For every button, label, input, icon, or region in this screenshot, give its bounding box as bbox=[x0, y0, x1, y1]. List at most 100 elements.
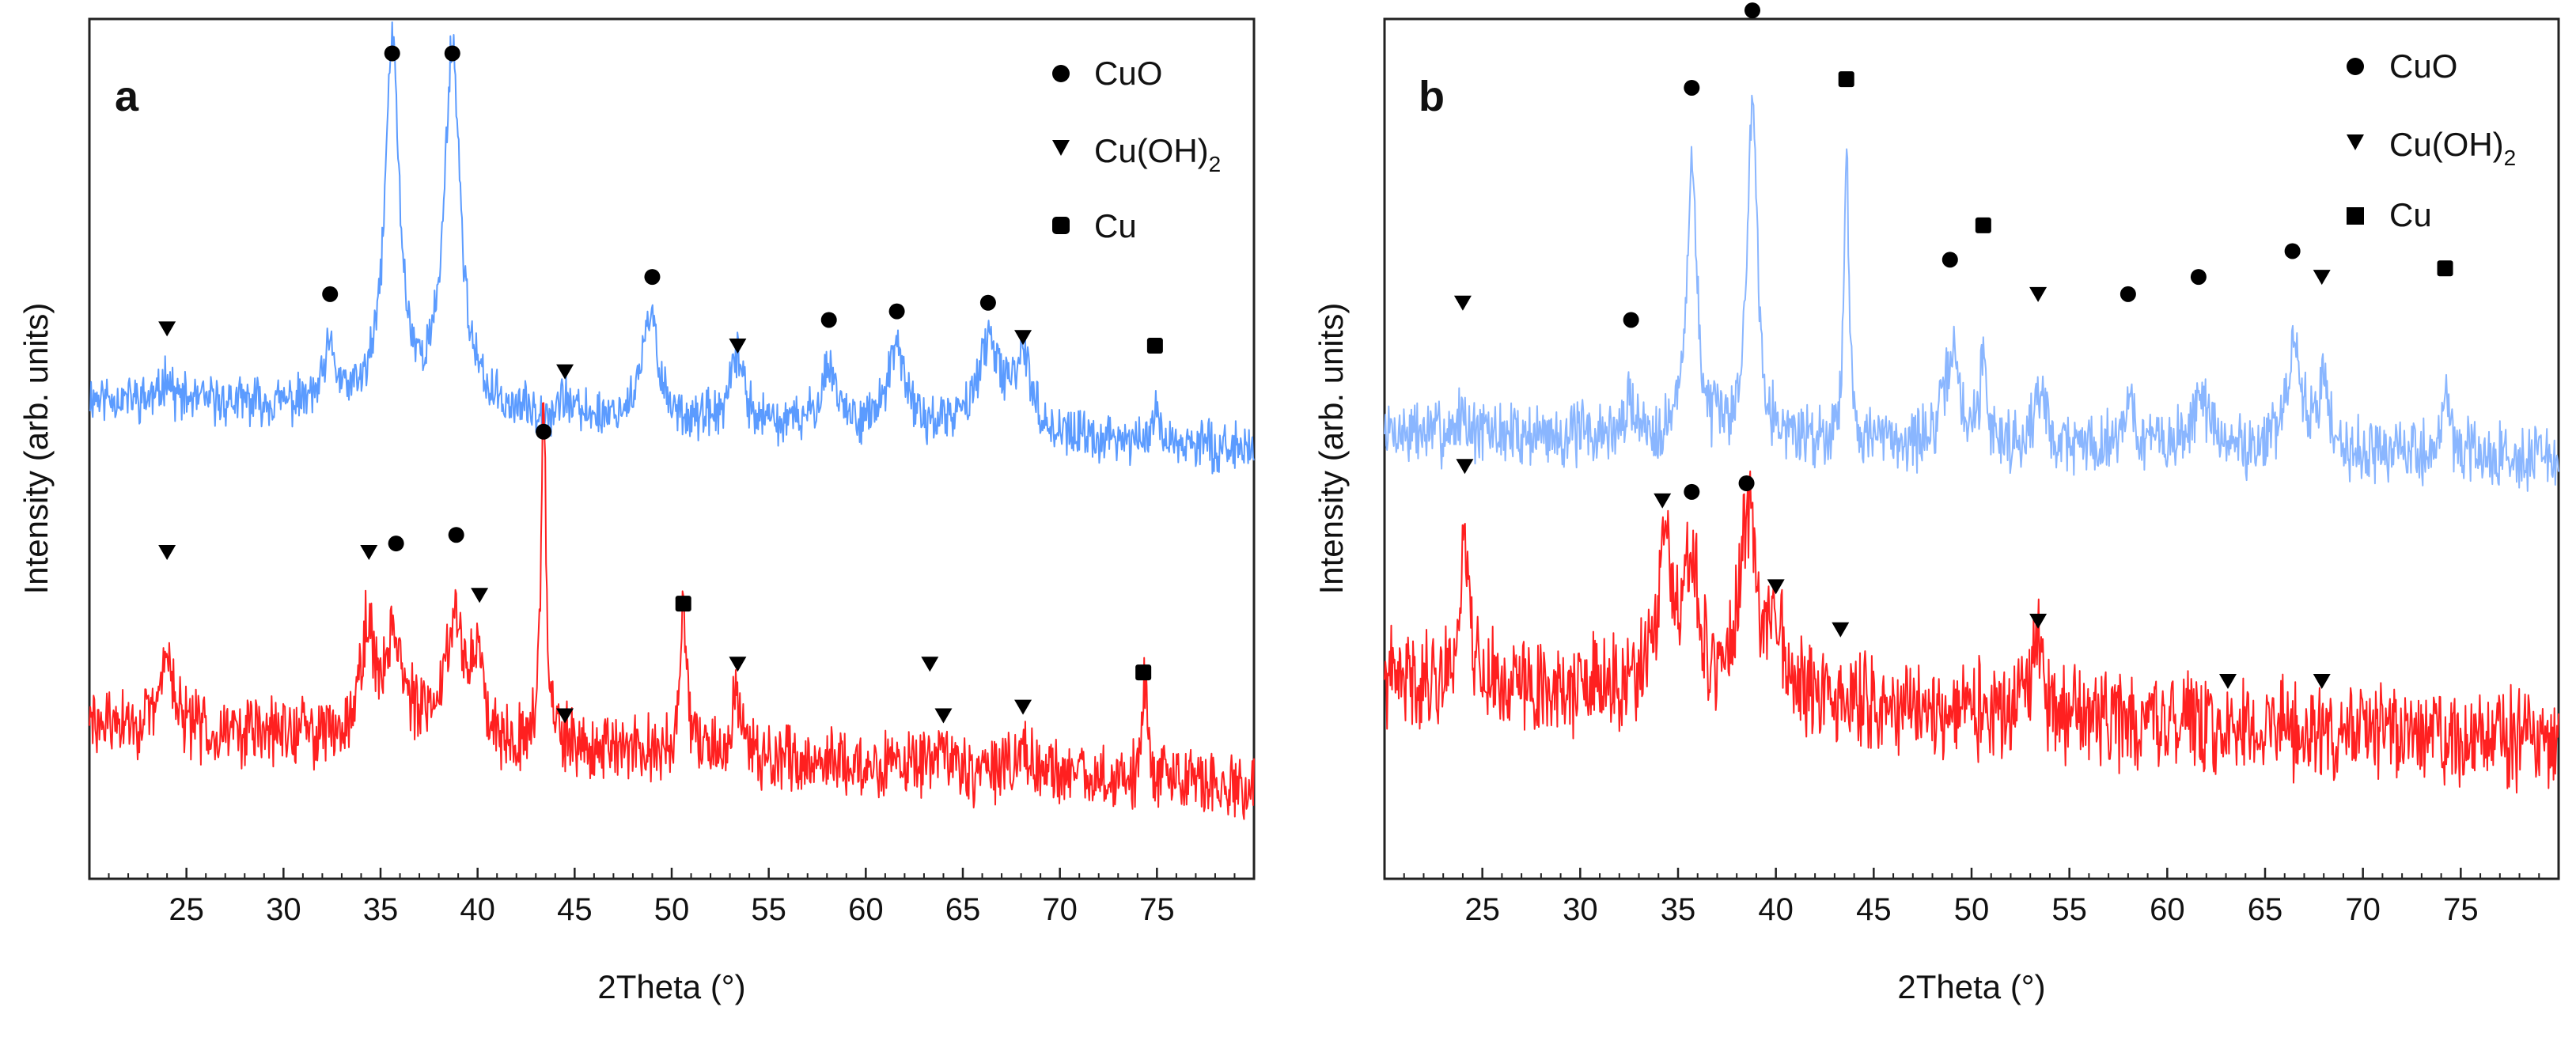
x-tick-label: 55 bbox=[2051, 892, 2087, 927]
cuoh2-marker bbox=[1014, 330, 1032, 346]
x-tick-label: 50 bbox=[654, 892, 690, 927]
cuoh2-marker bbox=[556, 364, 574, 380]
cuoh2-marker bbox=[1453, 295, 1472, 311]
cu-marker bbox=[1838, 71, 1854, 88]
cuoh2-marker bbox=[1832, 622, 1850, 638]
x-tick-label: 25 bbox=[169, 892, 204, 927]
x-tick-label: 75 bbox=[2443, 892, 2479, 927]
cuoh2-marker bbox=[2029, 286, 2048, 302]
phase-markers bbox=[1453, 2, 2453, 689]
cuoh2-marker bbox=[2219, 673, 2237, 689]
cuoh2-marker bbox=[1014, 699, 1032, 715]
x-tick-label: 60 bbox=[2150, 892, 2185, 927]
legend-triangle-marker bbox=[1052, 140, 1070, 156]
legend-square-marker bbox=[1052, 217, 1070, 234]
cuoh2-marker bbox=[921, 657, 939, 672]
legend-label-cuo: CuO bbox=[2389, 47, 2457, 85]
cuoh2-marker bbox=[1654, 493, 1672, 509]
panel-a: 25 30 35 40 45 50 55 60 65 70 75 a CuO Cu(OH)2 Cu … bbox=[17, 17, 1256, 1005]
cuo-marker bbox=[644, 269, 661, 286]
cuoh2-marker bbox=[2313, 270, 2331, 286]
cuo-marker bbox=[444, 45, 460, 62]
x-ticks: 25 30 35 40 45 50 55 60 65 70 75 bbox=[108, 868, 1236, 927]
xrd-trace bbox=[1384, 470, 2559, 794]
legend-label-cuoh2: Cu(OH)2 bbox=[1094, 132, 1221, 176]
panel-label: b bbox=[1419, 73, 1445, 120]
x-tick-label: 40 bbox=[460, 892, 495, 927]
x-tick-label: 60 bbox=[848, 892, 884, 927]
legend-circle-marker bbox=[2347, 58, 2364, 75]
x-tick-label: 65 bbox=[945, 892, 981, 927]
cu-marker bbox=[1135, 664, 1152, 681]
x-tick-label: 70 bbox=[2345, 892, 2381, 927]
cuo-marker bbox=[2190, 269, 2207, 286]
legend-label-cu: Cu bbox=[2389, 196, 2432, 233]
cu-marker bbox=[2437, 260, 2453, 277]
x-tick-label: 35 bbox=[1661, 892, 1696, 927]
xrd-trace bbox=[89, 21, 1255, 475]
cuoh2-marker bbox=[360, 544, 378, 560]
x-tick-label: 50 bbox=[1954, 892, 1990, 927]
cuoh2-marker bbox=[158, 321, 176, 337]
cuo-marker bbox=[448, 527, 464, 543]
cuo-marker bbox=[1684, 483, 1700, 500]
cuo-marker bbox=[1738, 475, 1755, 491]
x-ticks: 25 30 35 40 45 50 55 60 65 70 75 bbox=[1403, 868, 2540, 927]
cuo-marker bbox=[820, 312, 837, 328]
cuo-marker bbox=[388, 536, 404, 552]
cuo-marker bbox=[536, 423, 552, 440]
y-axis-label: Intensity (arb. units) bbox=[1313, 303, 1350, 595]
xrd-trace bbox=[89, 402, 1255, 820]
y-axis-label: Intensity (arb. units) bbox=[17, 303, 55, 595]
cu-marker bbox=[675, 596, 691, 612]
cuo-marker bbox=[1941, 252, 1958, 268]
legend-triangle-marker bbox=[2347, 134, 2364, 150]
legend: CuO Cu(OH)2 Cu bbox=[1052, 55, 1221, 244]
legend-circle-marker bbox=[1052, 65, 1070, 82]
cuoh2-marker bbox=[2029, 613, 2048, 629]
cuoh2-marker bbox=[556, 708, 574, 724]
phase-markers bbox=[158, 45, 1163, 724]
x-axis-label: 2Theta (°) bbox=[1897, 968, 2045, 1005]
panel-b: 25 30 35 40 45 50 55 60 65 70 75 b CuO Cu(OH)2 Cu … bbox=[1313, 2, 2560, 1005]
cuoh2-marker bbox=[471, 588, 489, 604]
traces bbox=[1384, 94, 2559, 794]
x-tick-label: 35 bbox=[363, 892, 399, 927]
cu-marker bbox=[1975, 217, 1991, 233]
cuo-marker bbox=[1684, 79, 1700, 96]
x-tick-label: 45 bbox=[557, 892, 593, 927]
cuoh2-marker bbox=[1456, 459, 1474, 475]
cuo-marker bbox=[384, 45, 400, 62]
cuoh2-marker bbox=[934, 708, 953, 724]
cuo-marker bbox=[2284, 243, 2301, 259]
x-tick-label: 30 bbox=[1563, 892, 1598, 927]
x-tick-label: 45 bbox=[1856, 892, 1892, 927]
cuo-marker bbox=[1744, 2, 1760, 19]
cuoh2-marker bbox=[729, 339, 747, 354]
x-axis-label: 2Theta (°) bbox=[597, 968, 745, 1005]
cuo-marker bbox=[888, 303, 905, 320]
traces bbox=[89, 21, 1255, 820]
cuoh2-marker bbox=[1767, 579, 1785, 595]
legend-label-cuo: CuO bbox=[1094, 55, 1162, 92]
cuo-marker bbox=[2120, 286, 2136, 302]
cu-marker bbox=[1146, 338, 1163, 354]
x-tick-label: 30 bbox=[266, 892, 301, 927]
panel-label: a bbox=[115, 73, 139, 120]
x-tick-label: 75 bbox=[1139, 892, 1175, 927]
x-tick-label: 65 bbox=[2248, 892, 2283, 927]
x-tick-label: 70 bbox=[1042, 892, 1078, 927]
cuo-marker bbox=[979, 294, 996, 311]
legend-label-cuoh2: Cu(OH)2 bbox=[2389, 126, 2516, 170]
legend: CuO Cu(OH)2 Cu bbox=[2347, 47, 2516, 233]
legend-square-marker bbox=[2347, 207, 2364, 225]
cuoh2-marker bbox=[729, 657, 747, 672]
x-tick-label: 25 bbox=[1464, 892, 1500, 927]
x-tick-label: 55 bbox=[751, 892, 786, 927]
xrd-trace bbox=[1384, 94, 2559, 492]
cuoh2-marker bbox=[2313, 673, 2331, 689]
legend-label-cu: Cu bbox=[1094, 207, 1137, 244]
cuoh2-marker bbox=[158, 544, 176, 560]
cuo-marker bbox=[322, 286, 339, 302]
